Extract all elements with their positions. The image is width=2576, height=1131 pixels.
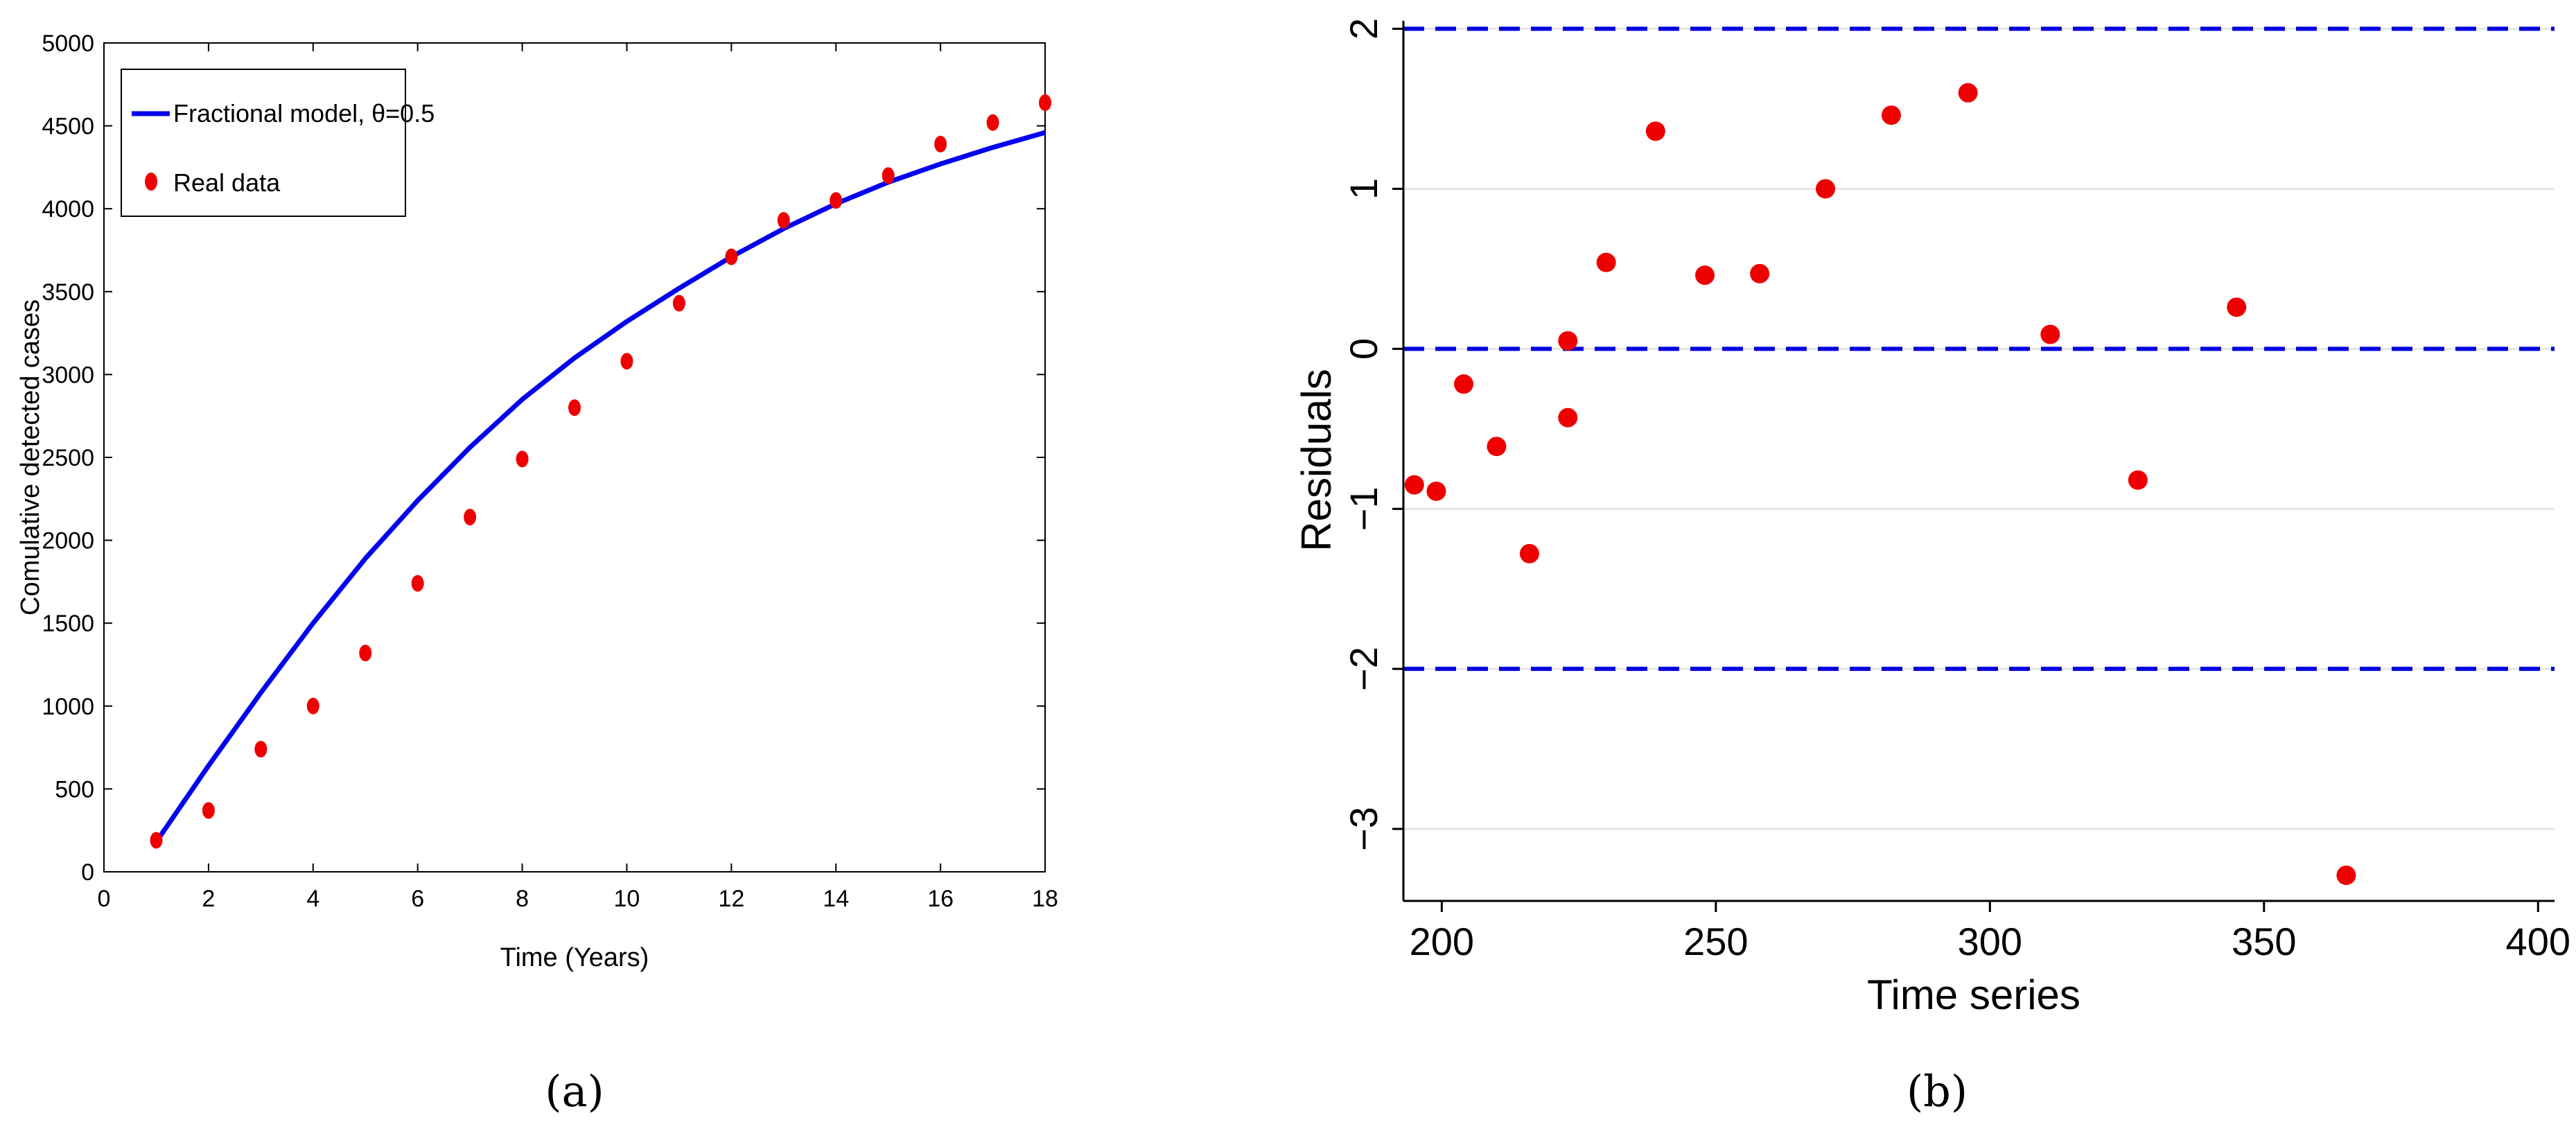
residual-point xyxy=(1487,437,1507,457)
y-tick-label-a: 1500 xyxy=(42,611,94,637)
residual-point xyxy=(1426,481,1446,501)
axis-ticks-a: 0 2 4 6 8 10 12 14 16 18 0 500 1000 1500 2000 2500 3000 3… xyxy=(42,30,1058,912)
y-axis-label-a: Comulative detected cases xyxy=(16,299,45,615)
y-tick-label-a: 4000 xyxy=(42,196,94,222)
x-axis-label-b: Time series xyxy=(1867,972,2080,1018)
panel-a: 0 2 4 6 8 10 12 14 16 18 0 500 1000 1500 2000 2500 3000 3… xyxy=(16,30,1058,1116)
y-tick-label-b: 1 xyxy=(1342,178,1385,200)
y-axis-label-b: Residuals xyxy=(1293,369,1340,551)
y-tick-label-b: −3 xyxy=(1342,807,1385,851)
real-data-point xyxy=(620,353,633,370)
x-tick-label-b: 400 xyxy=(2506,920,2570,963)
residual-point xyxy=(1596,252,1616,272)
legend-a: Fractional model, θ=0.5 Real data xyxy=(121,69,435,217)
residual-point xyxy=(2040,324,2060,344)
panel-b: 200 250 300 350 400 −3 −2 −1 0 1 2 Time series Res… xyxy=(1293,18,2570,1116)
y-tick-label-b: 2 xyxy=(1342,18,1385,40)
x-tick-label-a: 12 xyxy=(718,886,744,912)
x-tick-label-a: 4 xyxy=(306,886,319,912)
y-tick-label-b: 0 xyxy=(1342,338,1385,360)
real-data-point xyxy=(725,248,738,265)
residual-point xyxy=(1881,105,1901,125)
real-data-point xyxy=(882,167,895,184)
residual-point xyxy=(1816,179,1836,199)
real-data-point xyxy=(359,645,372,662)
x-tick-label-a: 18 xyxy=(1032,886,1058,912)
y-tick-label-a: 0 xyxy=(81,859,94,886)
axis-ticks-b: 200 250 300 350 400 −3 −2 −1 0 1 2 xyxy=(1342,18,2570,963)
x-tick-label-b: 300 xyxy=(1958,920,2022,963)
real-data-point xyxy=(150,832,163,849)
y-tick-label-a: 500 xyxy=(55,776,94,803)
x-tick-label-b: 350 xyxy=(2232,920,2296,963)
y-tick-label-a: 1000 xyxy=(42,694,94,720)
real-data-point xyxy=(672,295,685,312)
real-data-point xyxy=(1039,94,1051,112)
x-tick-label-a: 8 xyxy=(516,886,529,912)
residual-point xyxy=(1454,374,1474,394)
residual-point xyxy=(1519,543,1539,563)
x-tick-label-a: 6 xyxy=(411,886,424,912)
real-data-point xyxy=(411,575,424,592)
model-curve-group xyxy=(154,130,1046,843)
y-tick-label-a: 2000 xyxy=(42,528,94,554)
y-tick-label-b: −2 xyxy=(1342,647,1385,691)
residual-point xyxy=(1645,121,1665,141)
real-data-point xyxy=(830,192,843,209)
real-data-point xyxy=(306,697,319,714)
caption-b: (b) xyxy=(1907,1066,1968,1116)
x-tick-label-b: 250 xyxy=(1683,920,1748,963)
x-axis-label-a: Time (Years) xyxy=(500,943,649,972)
model-curve xyxy=(154,130,1046,843)
y-tick-label-b: −1 xyxy=(1342,486,1385,531)
y-tick-label-a: 3500 xyxy=(42,279,94,306)
real-data-point xyxy=(986,114,999,131)
legend-box xyxy=(121,69,406,217)
x-tick-label-a: 16 xyxy=(927,886,954,912)
caption-a: (a) xyxy=(545,1066,604,1116)
legend-entry-model: Fractional model, θ=0.5 xyxy=(173,99,435,128)
residual-points xyxy=(1404,82,2356,886)
residual-point xyxy=(1404,475,1424,495)
legend-dot-swatch xyxy=(145,173,157,191)
grid-b xyxy=(1403,28,2555,830)
real-data-point xyxy=(568,399,581,417)
x-tick-label-b: 200 xyxy=(1410,920,1474,963)
real-data-point xyxy=(202,802,215,819)
x-tick-label-a: 0 xyxy=(98,886,111,912)
residual-point xyxy=(1558,407,1578,428)
real-data-point xyxy=(516,450,529,468)
y-tick-label-a: 3000 xyxy=(42,362,94,388)
residual-point xyxy=(1750,263,1770,283)
reference-lines xyxy=(1403,26,2555,672)
residual-point xyxy=(1695,265,1715,286)
legend-entry-real: Real data xyxy=(173,168,281,197)
x-tick-label-a: 10 xyxy=(614,886,640,912)
residual-point xyxy=(2336,866,2356,886)
y-tick-label-a: 2500 xyxy=(42,445,94,471)
real-data-point xyxy=(934,135,947,152)
x-tick-label-a: 2 xyxy=(202,886,215,912)
residual-point xyxy=(2128,470,2148,490)
real-data-point xyxy=(777,211,790,229)
residual-point xyxy=(1958,82,1978,103)
real-data-points xyxy=(150,94,1051,849)
y-tick-label-a: 4500 xyxy=(42,114,94,140)
real-data-point xyxy=(464,509,477,526)
residual-point xyxy=(2227,297,2247,317)
real-data-point xyxy=(254,740,268,757)
x-tick-label-a: 14 xyxy=(823,886,849,912)
residual-point xyxy=(1558,331,1578,351)
y-tick-label-a: 5000 xyxy=(42,30,94,57)
